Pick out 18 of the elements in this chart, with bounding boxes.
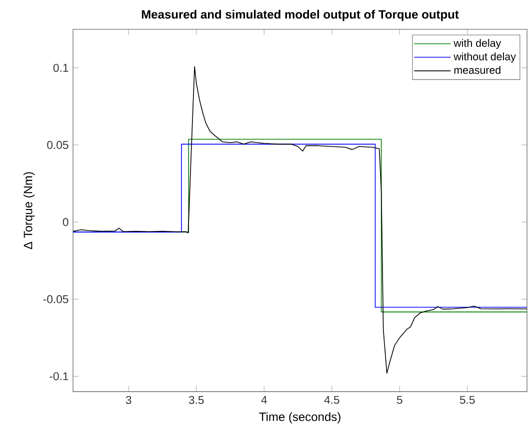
x-tick-label: 3.5 [188, 396, 204, 404]
x-tick-label: 3 [126, 396, 132, 404]
chart-title: Measured and simulated model output of Torque output [142, 10, 459, 22]
x-axis-title: Time (seconds) [259, 412, 340, 424]
y-tick-label: -0.1 [50, 372, 68, 380]
y-tick-label: 0 [62, 218, 68, 226]
x-tick-label: 5 [396, 396, 402, 404]
x-tick-label: 5.5 [460, 396, 475, 404]
y-tick-label: 0.1 [53, 64, 68, 72]
line-series [73, 66, 527, 374]
legend-label: measured [454, 66, 500, 74]
y-tick-label: 0.05 [47, 140, 68, 149]
x-tick-label: 4 [261, 396, 267, 404]
y-axis-title: Δ Torque (Nm) [23, 172, 35, 250]
y-tick-label: -0.05 [43, 295, 68, 304]
legend-label: without delay [454, 52, 516, 62]
legend-label: with delay [454, 38, 502, 49]
x-tick-label: 4.5 [324, 396, 340, 404]
